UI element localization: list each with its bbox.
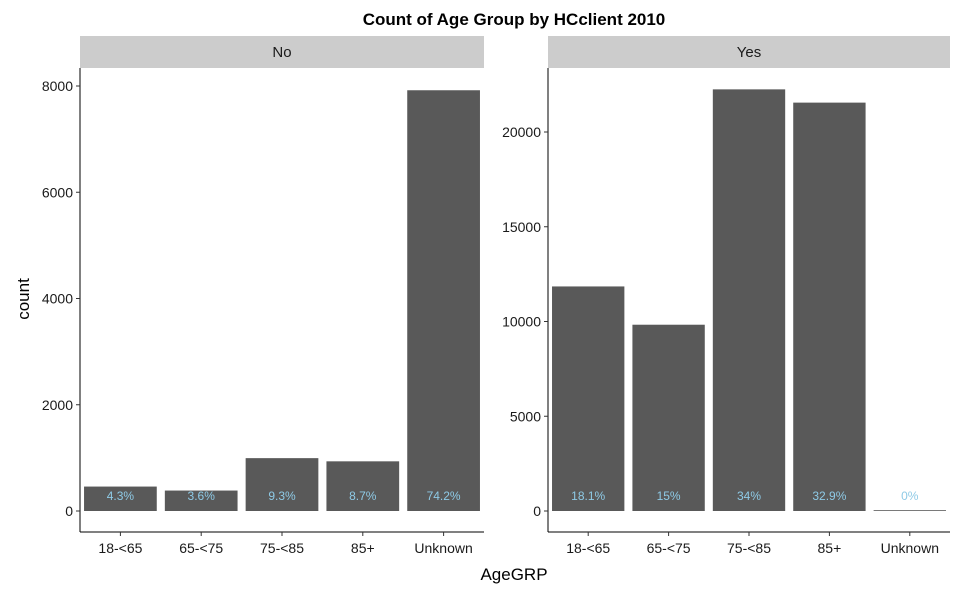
bar-percent-label: 74.2% — [427, 489, 461, 503]
bar-percent-label: 32.9% — [812, 489, 846, 503]
y-tick-label: 6000 — [42, 184, 73, 200]
bar-75-85 — [245, 458, 319, 511]
y-tick-label: 10000 — [502, 314, 541, 330]
x-tick-label: 65-<75 — [647, 540, 691, 556]
chart-title: Count of Age Group by HCclient 2010 — [363, 10, 666, 29]
bar-18-65 — [552, 286, 625, 511]
panel-no: No 0 2000 4000 6000 8000 4.3% 18-<65 3.6% 65-<75 9… — [42, 36, 484, 556]
x-tick-label: 75-<85 — [260, 540, 304, 556]
bar-percent-label: 3.6% — [188, 489, 216, 503]
x-axis-title: AgeGRP — [480, 565, 547, 584]
bar-75-85 — [712, 89, 786, 512]
y-tick-label: 4000 — [42, 291, 73, 307]
bar-percent-label: 0% — [901, 489, 919, 503]
bar-85- — [793, 102, 866, 511]
y-tick-label: 5000 — [510, 408, 541, 424]
facet-strip — [80, 36, 484, 68]
x-tick-label: 18-<65 — [566, 540, 610, 556]
bar-unknown — [407, 90, 480, 511]
bar-percent-label: 15% — [657, 489, 681, 503]
bar-18-65 — [84, 486, 157, 511]
facet-strip-label: No — [272, 44, 291, 61]
x-tick-label: Unknown — [881, 540, 939, 556]
bar-65-75 — [164, 490, 238, 511]
x-tick-label: 18-<65 — [98, 540, 142, 556]
x-tick-label: 85+ — [818, 540, 842, 556]
y-tick-label: 0 — [533, 503, 541, 519]
x-tick-label: Unknown — [414, 540, 472, 556]
y-tick-label: 15000 — [502, 219, 541, 235]
y-tick-label: 8000 — [42, 78, 73, 94]
facet-strip-label: Yes — [737, 44, 761, 61]
panel-yes: Yes 0 5000 10000 15000 20000 18.1% 18-<65 15% 65-… — [502, 36, 950, 556]
bar-percent-label: 4.3% — [107, 489, 135, 503]
y-tick-label: 0 — [65, 503, 73, 519]
bar-percent-label: 8.7% — [349, 489, 377, 503]
bar-percent-label: 34% — [737, 489, 761, 503]
bar-percent-label: 18.1% — [571, 489, 605, 503]
facet-strip — [548, 36, 950, 68]
bar-85- — [326, 461, 400, 511]
x-tick-label: 65-<75 — [179, 540, 223, 556]
x-tick-label: 85+ — [351, 540, 375, 556]
x-tick-label: 75-<85 — [727, 540, 771, 556]
bar-unknown — [873, 510, 946, 511]
bar-percent-label: 9.3% — [268, 489, 296, 503]
y-tick-label: 20000 — [502, 124, 541, 140]
y-tick-label: 2000 — [42, 397, 73, 413]
y-axis-title: count — [14, 278, 33, 320]
facet-panels: No 0 2000 4000 6000 8000 4.3% 18-<65 3.6% 65-<75 9… — [42, 36, 950, 556]
bar-65-75 — [632, 324, 705, 511]
